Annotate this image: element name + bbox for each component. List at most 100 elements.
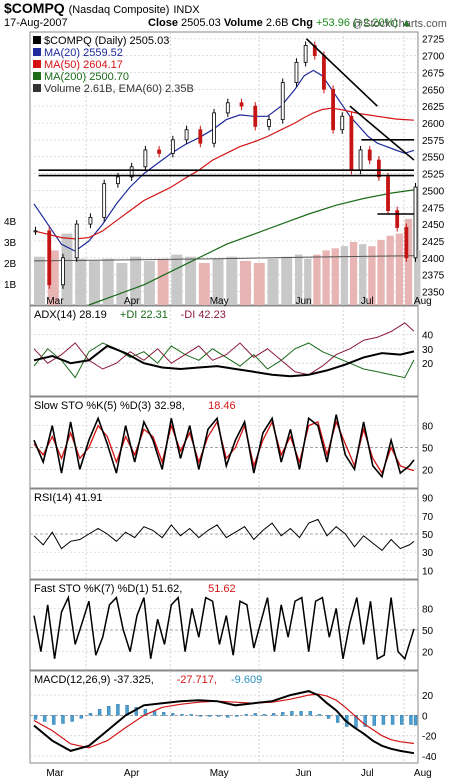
chart-title: $COMPQ (Nasdaq Composite) INDX — [4, 0, 200, 16]
y-tick-label-price-6: 2500 — [422, 186, 445, 197]
macd-histogram-bar — [308, 711, 312, 716]
price-candle — [129, 166, 134, 178]
y-tick-label-price-9: 2575 — [422, 136, 445, 147]
volume-tick-label-1: 2B — [4, 259, 17, 270]
macd-histogram-bar — [326, 715, 331, 719]
macd-histogram-bar — [409, 715, 413, 725]
fast-sto-k-line — [33, 595, 415, 661]
plus-di-line — [33, 342, 415, 379]
y-tick-label-macd-0: -40 — [422, 752, 437, 763]
panel-frame-adx — [29, 305, 419, 397]
volume-bar — [116, 263, 128, 305]
panel-frame-macd — [29, 670, 419, 764]
price-candle — [349, 115, 354, 171]
legend-swatch-price-1 — [33, 48, 41, 56]
volume-bar — [294, 254, 303, 305]
volume-bar — [368, 246, 376, 305]
macd-histogram-bar — [207, 715, 212, 717]
x-tick-label-0: Mar — [46, 768, 64, 779]
volume-bar — [313, 254, 321, 305]
macd-histogram-bar — [116, 704, 120, 716]
legend-fast-sto-0: Fast STO %K(7) %D(1) 51.62, — [34, 583, 182, 595]
chg-value: +53.96 (+2.20%) — [316, 17, 398, 29]
price-candle — [413, 186, 418, 259]
up-arrow-icon: ▲ — [401, 17, 412, 29]
volume-bar — [386, 235, 394, 305]
y-tick-label-rsi-0: 10 — [422, 566, 434, 577]
macd-histogram-bar — [299, 711, 303, 716]
chg-label: Chg — [291, 17, 313, 29]
x-tick-label-2: May — [210, 768, 229, 779]
macd-histogram-bar — [381, 715, 386, 725]
volume-bar — [143, 260, 155, 305]
y-tick-label-adx-0: 20 — [422, 359, 434, 370]
macd-histogram-bar — [70, 715, 74, 722]
y-tick-label-rsi-2: 50 — [422, 530, 434, 541]
volume-bar — [226, 256, 238, 305]
price-candle — [267, 119, 271, 127]
legend-slow-sto-0: Slow STO %K(5) %D(3) 32.98, — [34, 400, 185, 412]
volume-bar — [331, 248, 339, 305]
legend-fast-sto-1: 51.62 — [208, 583, 236, 595]
x-tick-label-price-3: Jun — [295, 296, 311, 307]
y-tick-label-price-15: 2725 — [422, 35, 445, 46]
y-tick-label-price-7: 2525 — [422, 170, 445, 181]
volume-bar — [281, 256, 293, 305]
volume-bar — [322, 250, 330, 305]
macd-histogram-bar — [244, 714, 248, 716]
x-tick-label-price-5: Aug — [414, 296, 432, 307]
legend-price-1: MA(20) 2559.52 — [44, 47, 123, 59]
macd-line — [33, 690, 415, 755]
legend-price-0: $COMPQ (Daily) 2505.03 — [44, 35, 169, 47]
rsi-line — [33, 518, 415, 552]
price-candle — [225, 102, 230, 114]
volume-label: Volume — [223, 17, 263, 29]
price-candle — [184, 129, 189, 141]
y-tick-label-rsi-1: 30 — [422, 548, 434, 559]
y-tick-label-price-1: 2375 — [422, 271, 445, 282]
macd-histogram-bar — [253, 713, 257, 716]
price-candle — [253, 105, 258, 127]
price-candle — [312, 45, 317, 56]
macd-histogram-bar — [198, 715, 203, 717]
volume-tick-label-2: 3B — [4, 238, 17, 249]
macd-histogram-bar — [390, 715, 395, 725]
y-tick-label-fast-sto-2: 80 — [422, 604, 434, 615]
ticker-symbol: $COMPQ — [4, 0, 65, 16]
y-tick-label-price-0: 2350 — [422, 288, 445, 299]
x-tick-label-price-0: Mar — [46, 296, 64, 307]
volume-bar — [377, 239, 385, 305]
macd-histogram-bar — [61, 715, 65, 724]
volume-bar — [75, 258, 87, 305]
x-tick-label-4: Jul — [361, 768, 374, 779]
macd-histogram-bar — [363, 715, 367, 727]
macd-histogram-bar — [262, 714, 267, 716]
volume-bar — [198, 263, 210, 305]
price-candle — [367, 149, 372, 161]
legend-slow-sto-1: 18.46 — [208, 400, 236, 412]
volume-bar — [304, 258, 312, 305]
y-tick-label-macd-2: 0 — [422, 711, 428, 722]
slow-sto-k-line — [33, 414, 415, 479]
volume-bar — [88, 260, 100, 305]
macd-histogram-bar — [152, 711, 157, 716]
stockcharts-logo: @StockCharts.com — [352, 18, 447, 30]
volume-bar — [102, 258, 114, 305]
price-candle — [143, 149, 148, 168]
y-tick-label-macd-1: -20 — [422, 732, 437, 743]
y-tick-label-price-3: 2425 — [422, 237, 445, 248]
volume-tick-label-3: 4B — [4, 217, 17, 228]
volume-bar — [395, 233, 404, 305]
panel-frame-slow-sto — [29, 396, 419, 489]
volume-bar — [47, 250, 59, 305]
y-tick-label-price-8: 2550 — [422, 153, 445, 164]
macd-histogram-bar — [79, 715, 83, 719]
volume-bar — [253, 263, 265, 305]
volume-bar — [267, 258, 279, 305]
y-tick-label-price-11: 2625 — [422, 102, 445, 113]
x-tick-label-price-2: May — [210, 296, 229, 307]
y-tick-label-adx-2: 40 — [422, 330, 434, 341]
legend-macd-2: -9.609 — [231, 674, 262, 686]
legend-adx-0: ADX(14) 28.19 — [34, 309, 107, 321]
